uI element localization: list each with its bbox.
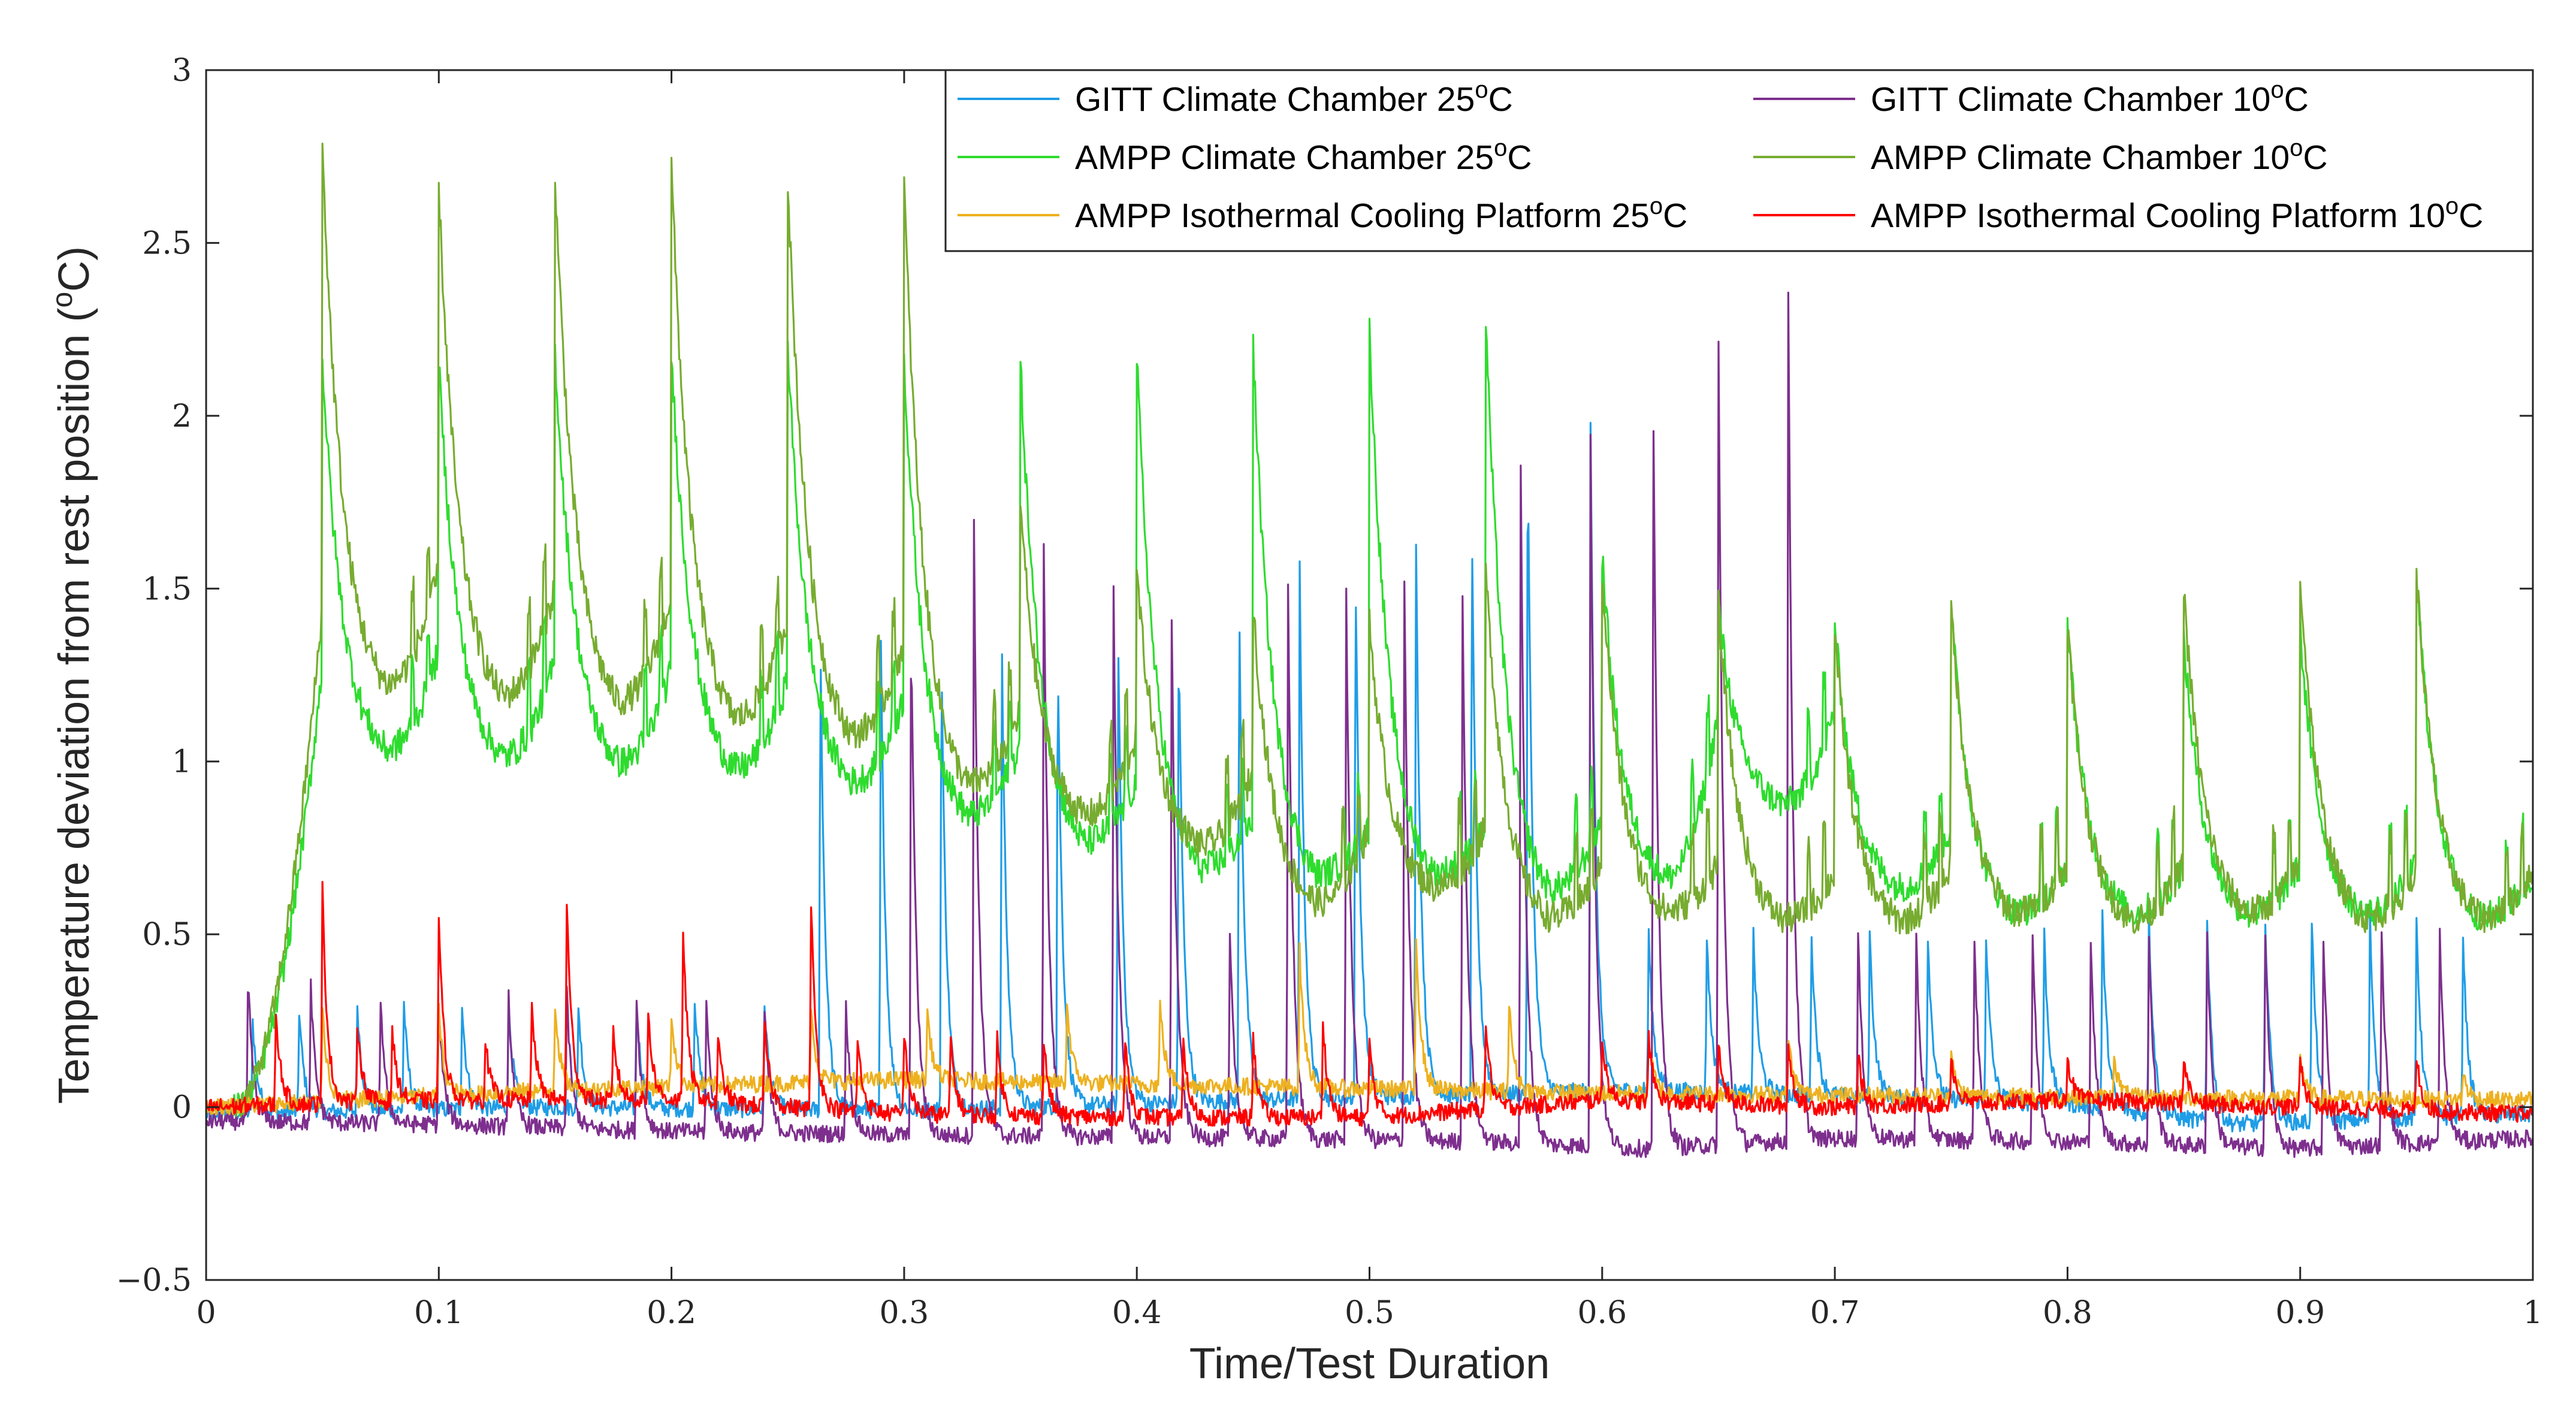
x-tick-label: 0.5 — [1345, 1295, 1394, 1331]
x-tick-label: 0.1 — [414, 1295, 464, 1331]
y-tick-label: −0.5 — [116, 1263, 192, 1299]
x-tick-label: 0 — [196, 1295, 216, 1331]
legend-label: AMPP Climate Chamber 25oC — [1075, 135, 1532, 177]
legend-entry[interactable]: GITT Climate Chamber 10oC — [1753, 77, 2309, 119]
y-tick-label: 3 — [172, 53, 192, 89]
y-tick-label: 0 — [172, 1090, 192, 1126]
legend-entry[interactable]: AMPP Isothermal Cooling Platform 10oC — [1753, 193, 2483, 235]
y-axis-label-degree-sup: o — [47, 292, 78, 308]
legend-label: AMPP Climate Chamber 10oC — [1871, 135, 2327, 177]
y-tick-label: 2.5 — [142, 225, 192, 261]
x-tick-label: 0.3 — [880, 1295, 929, 1331]
x-tick-label: 0.7 — [1810, 1295, 1860, 1331]
x-tick-label: 0.4 — [1112, 1295, 1162, 1331]
y-tick-label: 1.5 — [142, 571, 192, 607]
y-axis-label-main: Temperature deviation from rest position… — [50, 308, 98, 1104]
legend-label: AMPP Isothermal Cooling Platform 10oC — [1871, 193, 2483, 235]
series-line-2 — [205, 291, 2534, 1158]
x-tick-label: 0.8 — [2043, 1295, 2092, 1331]
x-tick-label: 0.9 — [2275, 1295, 2325, 1331]
x-tick-label: 0.6 — [1577, 1295, 1627, 1331]
y-tick-label: 0.5 — [142, 917, 192, 953]
legend-entry[interactable]: GITT Climate Chamber 25oC — [958, 77, 1513, 119]
series-line-4 — [205, 143, 2534, 1118]
x-axis-label: Time/Test Duration — [1189, 1340, 1550, 1388]
x-tick-label: 1 — [2523, 1295, 2542, 1331]
legend[interactable]: GITT Climate Chamber 25oC GITT Climate Ch… — [944, 69, 2534, 252]
legend-entry[interactable]: AMPP Isothermal Cooling Platform 25oC — [958, 193, 1687, 235]
y-tick-label: 2 — [172, 398, 192, 434]
legend-entry[interactable]: AMPP Climate Chamber 10oC — [1753, 135, 2327, 177]
ticks-layer: 0 0.1 0.2 0.3 0.4 0.5 0.6 0.7 0.8 0.9 1−0.500.511.… — [116, 53, 2543, 1331]
series-line-5 — [205, 938, 2534, 1116]
x-tick-label: 0.2 — [647, 1295, 696, 1331]
legend-entry[interactable]: AMPP Climate Chamber 25oC — [958, 135, 1532, 177]
y-axis-label: Temperature deviation from rest position… — [47, 246, 98, 1104]
legend-label: GITT Climate Chamber 10oC — [1871, 77, 2309, 119]
series-layer — [205, 143, 2534, 1158]
series-line-6 — [205, 881, 2533, 1127]
legend-label: GITT Climate Chamber 25oC — [1075, 77, 1513, 119]
legend-box — [944, 69, 2534, 252]
y-axis-label-suffix: C) — [50, 246, 98, 292]
y-tick-label: 1 — [172, 744, 192, 780]
legend-label: AMPP Isothermal Cooling Platform 25oC — [1075, 193, 1687, 235]
